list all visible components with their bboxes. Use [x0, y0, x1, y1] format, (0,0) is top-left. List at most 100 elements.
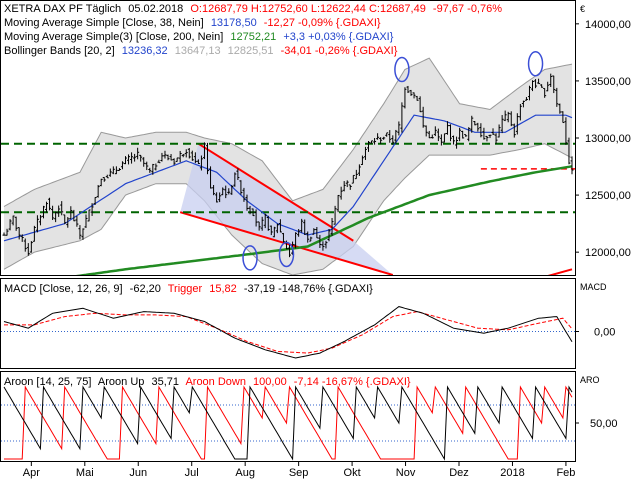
- price-bar: [45, 201, 49, 213]
- price-bar: [23, 238, 27, 252]
- price-bar: [518, 103, 522, 121]
- price-bar: [60, 201, 64, 216]
- legend-ma38-label: Moving Average Simple [Close, 38, Nein]: [4, 17, 204, 29]
- price-bar: [209, 166, 213, 189]
- macd-legend-trigger-value: 15,82: [209, 283, 237, 295]
- price-bar: [351, 174, 355, 184]
- price-bar: [357, 164, 361, 176]
- price-bar: [196, 159, 200, 164]
- price-bar: [506, 111, 510, 123]
- price-bar: [379, 137, 383, 144]
- price-bar: [175, 157, 179, 162]
- price-bar: [564, 117, 568, 145]
- x-tick-label: Jun: [129, 467, 147, 479]
- price-bar: [81, 228, 85, 240]
- price-bar: [54, 211, 58, 223]
- price-bar: [102, 177, 106, 182]
- price-bar: [2, 232, 6, 236]
- price-bar: [275, 223, 279, 234]
- price-bar: [567, 137, 571, 165]
- price-bar: [130, 152, 134, 164]
- legend-bb-label: Bollinger Bands [20, 2]: [4, 45, 115, 57]
- price-bar: [151, 163, 155, 175]
- aroon-legend-change: -7,14 -16,67% {.GDAXI}: [294, 376, 411, 388]
- price-bar: [491, 128, 495, 135]
- price-bar: [35, 215, 39, 233]
- price-bar: [111, 166, 115, 175]
- price-bar: [108, 168, 112, 177]
- legend-line-3: Moving Average Simple(3) [Close, 200, Ne…: [4, 31, 394, 43]
- price-bar: [221, 187, 225, 196]
- price-bar: [467, 127, 471, 142]
- bollinger-upper-line: [3, 57, 573, 207]
- price-bar: [169, 154, 173, 161]
- legend-ma38-change: -12,27 -0,09% {.GDAXI}: [264, 17, 381, 29]
- price-bar: [266, 215, 270, 231]
- price-bar: [41, 205, 45, 219]
- bollinger-lower-line: [3, 143, 573, 275]
- price-bar: [512, 123, 516, 138]
- price-bar: [236, 168, 240, 181]
- legend-line-2: Moving Average Simple [Close, 38, Nein] …: [4, 17, 381, 29]
- price-bar: [157, 159, 161, 164]
- price-bar: [318, 234, 322, 248]
- price-bar: [515, 113, 519, 135]
- price-bar: [354, 169, 358, 180]
- price-bar: [278, 219, 282, 233]
- price-bar: [461, 130, 465, 139]
- aroon-down-line: [4, 385, 573, 460]
- price-bar: [178, 150, 182, 163]
- price-bar: [184, 149, 188, 158]
- price-bar: [427, 130, 431, 139]
- price-bar: [479, 123, 483, 138]
- trend-channel-fill: [180, 143, 393, 275]
- price-bar: [412, 92, 416, 99]
- price-bar: [418, 96, 422, 113]
- price-bar: [202, 142, 206, 160]
- price-bar: [123, 156, 127, 165]
- price-bar: [120, 161, 124, 170]
- aroon-legend-down-label: Aroon Down: [185, 376, 246, 388]
- price-bar: [424, 125, 428, 137]
- macd-line: [3, 306, 573, 359]
- price-bar: [136, 147, 140, 160]
- price-bar: [96, 184, 100, 198]
- price-bar: [433, 126, 437, 137]
- price-bar: [172, 158, 176, 165]
- pattern-circle-4: [527, 51, 544, 77]
- price-bar: [300, 218, 304, 233]
- macd-axis-title: MACD: [580, 282, 607, 292]
- price-y-tick-label: 14000,00: [585, 19, 631, 31]
- price-bar: [306, 231, 310, 243]
- price-bar: [452, 135, 456, 145]
- x-tick-label: Aug: [235, 467, 255, 479]
- price-bar: [239, 180, 243, 195]
- price-bar: [524, 97, 528, 101]
- aroon-legend-name: Aroon [14, 25, 75]: [4, 376, 91, 388]
- price-bar: [20, 234, 24, 242]
- x-tick-label: 2018: [500, 467, 524, 479]
- x-tick-label: Mai: [76, 467, 94, 479]
- price-bar: [139, 154, 143, 162]
- legend-line-1: XETRA DAX PF Täglich 05.02.2018 O:12687,…: [4, 3, 502, 15]
- price-bar: [281, 232, 285, 243]
- price-bar: [163, 150, 167, 159]
- price-bar: [370, 140, 374, 144]
- price-bar: [376, 133, 380, 140]
- legend-bb-v2: 13647,13: [175, 45, 221, 57]
- price-bar: [248, 205, 252, 215]
- legend-instrument: XETRA DAX PF Täglich: [4, 3, 121, 15]
- price-bar: [415, 95, 419, 101]
- price-bar: [148, 167, 152, 173]
- price-bar: [227, 188, 231, 195]
- price-bar: [206, 142, 210, 175]
- price-bar: [242, 187, 246, 202]
- aroon-legend-up-value: 35,71: [151, 376, 179, 388]
- price-bar: [570, 156, 574, 175]
- price-bar: [187, 148, 191, 159]
- macd-y-tick-label: 0,00: [594, 327, 615, 339]
- price-y-tick-label: 12000,00: [585, 247, 631, 259]
- price-bar: [26, 243, 30, 256]
- price-bar: [199, 155, 203, 171]
